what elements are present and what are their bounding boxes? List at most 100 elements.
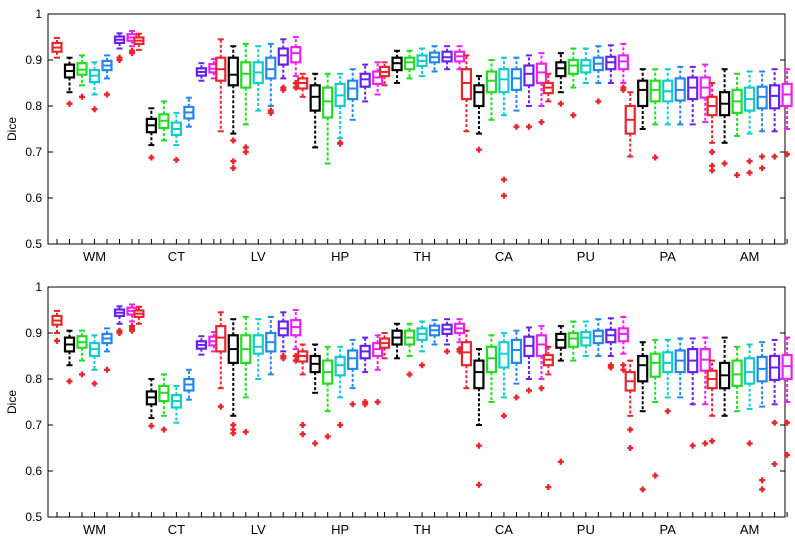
outlier-point: [66, 378, 73, 385]
box-pu-2: [555, 325, 567, 517]
box-ca-3: [485, 59, 498, 244]
box-pu-3: [567, 320, 579, 517]
box-wm-7: [126, 303, 138, 517]
y-tick-label: 0.9: [25, 326, 42, 340]
outlier-point: [230, 137, 237, 144]
box-pu-6: [605, 44, 617, 244]
y-tick-label: 0.7: [25, 145, 42, 159]
box-pu-2: [555, 52, 567, 244]
outlier-point: [538, 119, 545, 126]
x-category-label: CA: [495, 249, 513, 264]
box-ct-2: [145, 378, 157, 517]
outlier-point: [689, 442, 696, 449]
outlier-point: [545, 484, 552, 491]
box-ct-3: [158, 100, 170, 244]
y-tick-label: 1: [35, 7, 42, 21]
outlier-point: [771, 461, 778, 468]
box-hp-2: [309, 72, 321, 244]
box-iqr: [498, 68, 510, 94]
outlier-point: [148, 154, 155, 161]
outlier-point: [79, 371, 85, 378]
box-iqr: [510, 68, 523, 91]
y-tick-label: 0.5: [25, 237, 42, 251]
outlier-point: [652, 154, 659, 161]
box-am-2: [719, 68, 731, 244]
outlier-point: [129, 327, 135, 334]
box-group-hp: HP: [297, 334, 384, 537]
box-iqr: [473, 359, 485, 390]
box-wm-2: [63, 56, 76, 244]
box-iqr: [460, 341, 473, 367]
outlier-point: [362, 401, 369, 408]
box-wm-4: [88, 61, 101, 244]
box-hp-2: [309, 343, 321, 517]
box-am-1: [706, 359, 718, 517]
outlier-point: [230, 158, 237, 165]
box-group-th: TH: [378, 45, 466, 264]
box-pa-5: [674, 65, 686, 244]
box-am-5: [756, 70, 768, 244]
outlier-point: [104, 366, 110, 373]
box-wm-1: [51, 36, 63, 244]
outlier-point: [337, 140, 344, 147]
box-pu-7: [617, 42, 629, 244]
outlier-point: [513, 394, 520, 401]
box-wm-1: [51, 309, 63, 517]
box-group-hp: HP: [297, 61, 384, 264]
box-iqr: [347, 79, 359, 101]
box-am-6: [769, 338, 781, 517]
box-iqr: [510, 338, 523, 364]
outlier-point: [500, 412, 507, 419]
outlier-point: [734, 172, 741, 178]
outlier-point: [79, 93, 85, 100]
box-hp-6: [359, 336, 371, 517]
box-iqr: [277, 47, 289, 66]
outlier-point: [607, 364, 614, 371]
box-iqr: [523, 64, 535, 87]
outlier-point: [299, 422, 306, 428]
box-hp-7: [372, 61, 384, 244]
outlier-point: [771, 419, 778, 426]
outlier-point: [784, 419, 791, 426]
box-pu-5: [592, 318, 604, 517]
box-iqr: [227, 56, 239, 87]
outlier-point: [116, 330, 123, 336]
outlier-point: [242, 149, 249, 155]
outlier-point: [500, 192, 507, 199]
x-category-label: LV: [251, 249, 266, 264]
box-pa-6: [687, 65, 699, 244]
box-th-4: [416, 320, 428, 517]
box-hp-4: [334, 345, 346, 517]
outlier-point: [620, 366, 627, 373]
box-ct-7: [208, 331, 220, 517]
box-group-pu: PU: [542, 42, 629, 264]
box-ct-1: [133, 305, 145, 517]
box-hp-1: [297, 343, 309, 517]
outlier-point: [349, 401, 356, 408]
box-ca-7: [535, 325, 548, 517]
outlier-point: [652, 472, 659, 479]
outlier-point: [475, 146, 482, 153]
outlier-point: [299, 431, 306, 438]
x-category-label: PU: [577, 249, 595, 264]
box-group-ca: CA: [460, 52, 548, 264]
y-tick-label: 0.6: [25, 464, 42, 478]
box-hp-5: [347, 68, 359, 244]
outlier-point: [160, 426, 167, 433]
box-th-3: [403, 322, 416, 517]
box-am-7: [781, 336, 793, 517]
box-iqr: [252, 334, 264, 355]
box-iqr: [473, 84, 485, 108]
box-pa-7: [699, 63, 711, 244]
box-group-pa: PA: [624, 336, 711, 537]
box-ct-7: [208, 58, 220, 244]
box-pu-5: [592, 45, 604, 244]
box-hp-3: [322, 72, 334, 244]
box-iqr: [347, 349, 359, 370]
box-wm-5: [101, 327, 113, 517]
outlier-point: [525, 387, 532, 394]
box-th-1: [378, 332, 391, 517]
box-ca-5: [510, 329, 523, 517]
x-category-label: TH: [413, 249, 430, 264]
box-pu-7: [617, 315, 629, 517]
